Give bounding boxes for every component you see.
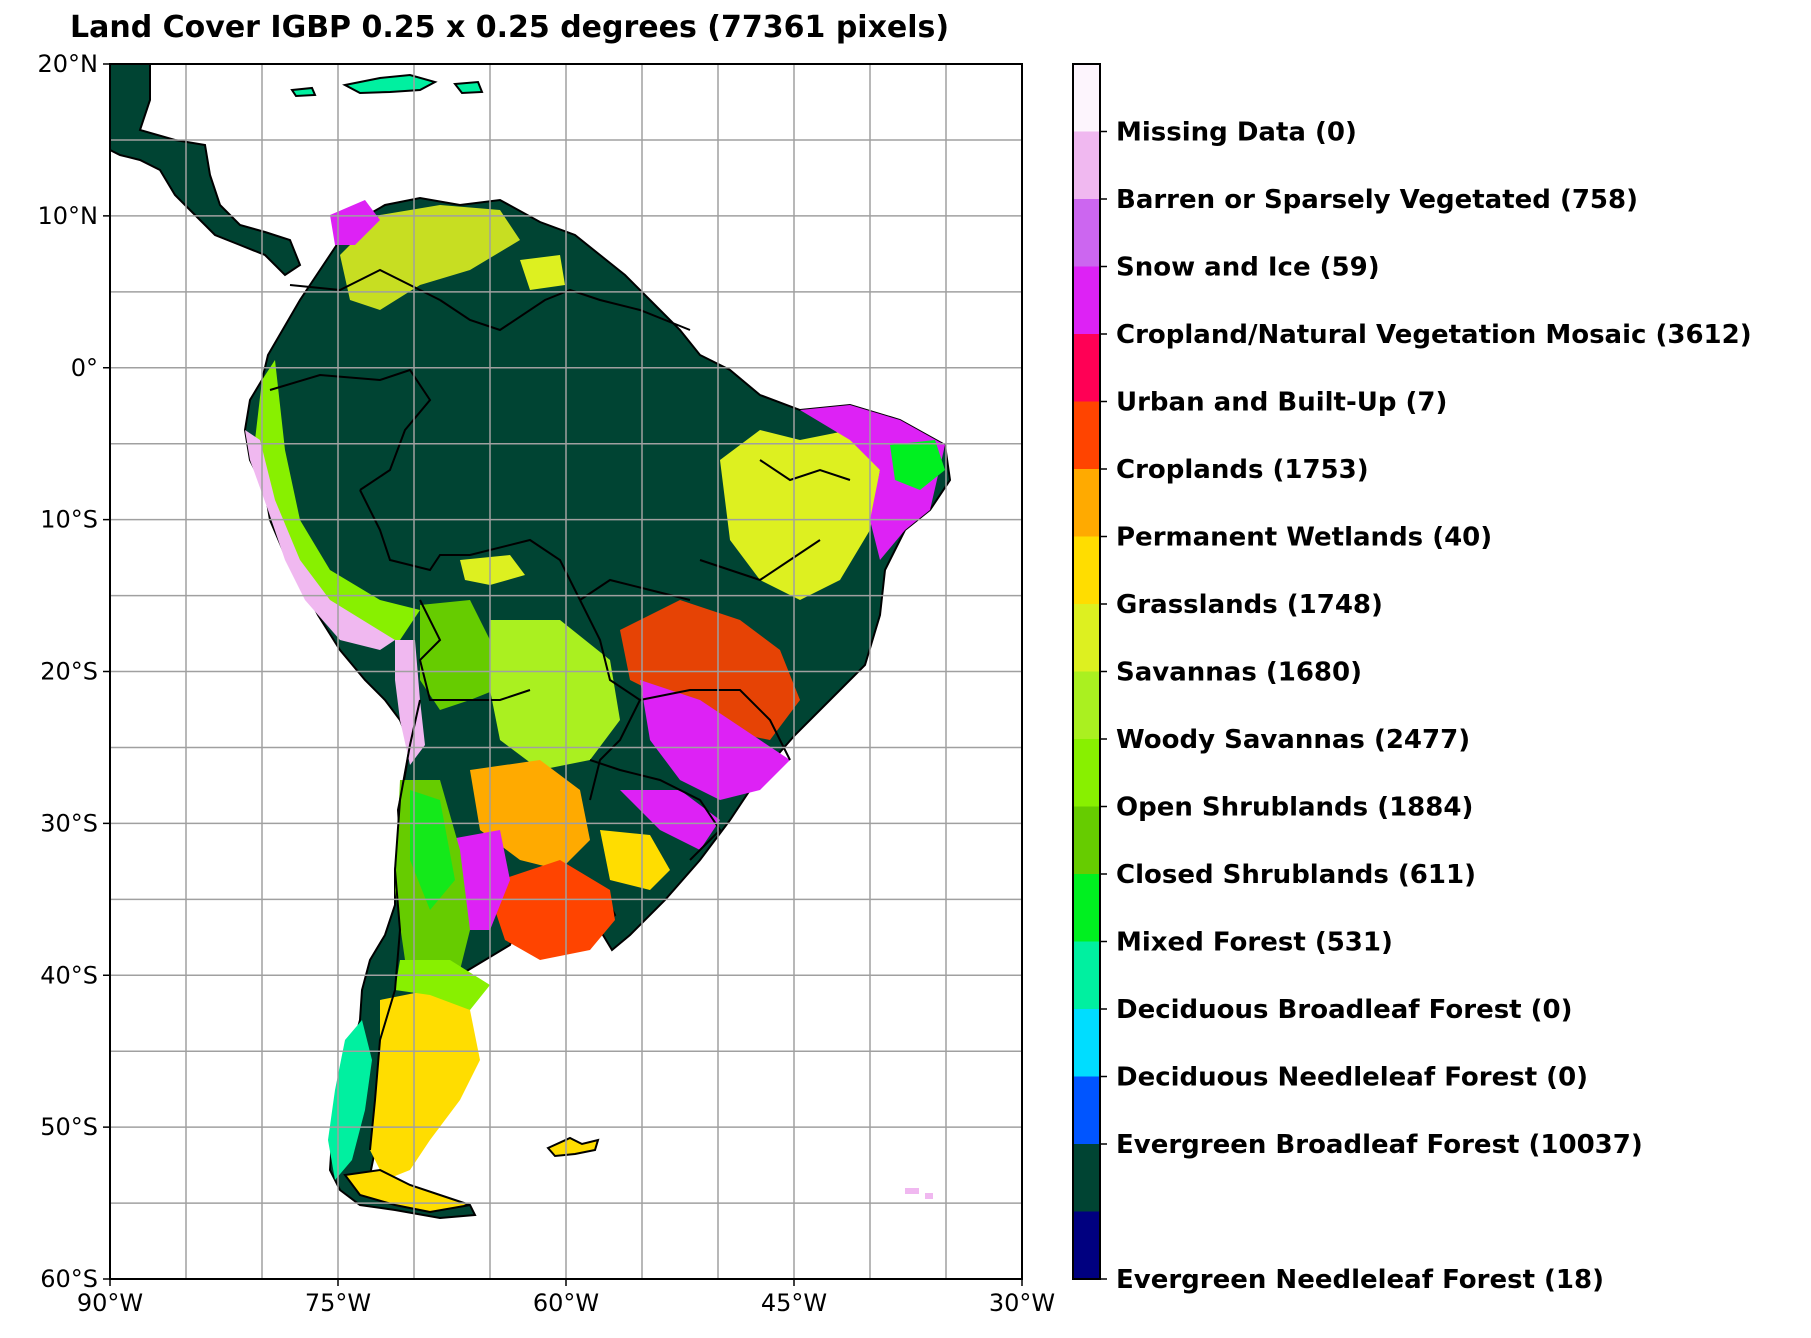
country-borders <box>269 268 851 1151</box>
lon-tick-labels: 90°W 75°W 60°W 45°W 30°W <box>77 1279 1055 1317</box>
region-uruguay-grass <box>600 830 670 890</box>
colorbar-segment <box>1073 874 1100 942</box>
lat-tick-label: 40°S <box>40 961 98 989</box>
region-cerrado-savanna <box>720 430 880 600</box>
lat-tick-label: 30°S <box>40 809 98 837</box>
colorbar-segment <box>1073 266 1100 335</box>
legend-label: Open Shrublands (1884) <box>1116 793 1473 823</box>
lat-tick-label: 20°S <box>40 658 98 686</box>
legend-label: Croplands (1753) <box>1116 455 1369 485</box>
legend-label: Evergreen Broadleaf Forest (10037) <box>1116 1130 1643 1160</box>
colorbar-segment <box>1073 1076 1100 1145</box>
region-patagonia-grassland <box>370 990 480 1180</box>
legend-label: Missing Data (0) <box>1116 118 1357 148</box>
region-cropland-mosaic-venezuela <box>330 200 380 245</box>
colorbar-segment <box>1073 1144 1100 1212</box>
region-roraima-grass <box>520 255 565 290</box>
colorbar-segment <box>1073 1009 1100 1077</box>
lat-tick-label: 50°S <box>40 1113 98 1141</box>
region-bolivia-shrublands <box>420 600 495 710</box>
region-tierra-del-fuego <box>343 1168 471 1214</box>
island-jamaica <box>290 86 317 98</box>
lat-tick-label: 20°N <box>38 50 99 78</box>
legend-label: Cropland/Natural Vegetation Mosaic (3612… <box>1116 320 1752 350</box>
legend-label: Closed Shrublands (611) <box>1116 860 1476 890</box>
region-chaco-woody <box>490 620 620 770</box>
colorbar-segment <box>1073 739 1100 807</box>
legend-label: Deciduous Broadleaf Forest (0) <box>1116 995 1573 1025</box>
lon-tick-label: 60°W <box>533 1289 599 1317</box>
colorbar-segment <box>1073 131 1100 200</box>
colorbar-segment-top <box>1073 64 1100 132</box>
lon-tick-label: 45°W <box>761 1289 827 1317</box>
colorbar-segment <box>1073 604 1100 672</box>
colorbar-segment <box>1073 469 1100 537</box>
legend-label: Urban and Built-Up (7) <box>1116 388 1447 418</box>
lon-tick-label: 90°W <box>77 1289 143 1317</box>
region-southeast-mosaic <box>640 680 790 800</box>
region-ne-coast-shrub <box>890 440 945 490</box>
region-andes-closed-shrub <box>410 790 455 910</box>
legend-label: Evergreen Needleleaf Forest (18) <box>1116 1265 1604 1295</box>
colorbar-segment <box>1073 334 1100 402</box>
legend-label: Grasslands (1748) <box>1116 590 1383 620</box>
colorbar-segment <box>1073 199 1100 267</box>
island-south-georgia-east <box>925 1193 933 1199</box>
region-uruguay-mosaic <box>620 790 720 850</box>
island-south-georgia <box>905 1188 919 1194</box>
grid-lines <box>110 64 1022 1279</box>
legend-label: Snow and Ice (59) <box>1116 253 1380 283</box>
lon-tick-label: 75°W <box>305 1289 371 1317</box>
island-falklands <box>546 1136 600 1158</box>
region-pampas-urban <box>495 860 615 960</box>
colorbar-segment <box>1073 401 1100 470</box>
region-amazon-savanna-patch <box>460 555 525 585</box>
legend-label: Barren or Sparsely Vegetated (758) <box>1116 185 1638 215</box>
lon-tick-label: 30°W <box>989 1289 1055 1317</box>
legend-label: Permanent Wetlands (40) <box>1116 523 1492 553</box>
region-peru-missing <box>245 430 395 650</box>
colorbar-segment <box>1073 941 1100 1010</box>
lat-tick-label: 60°S <box>40 1265 98 1293</box>
colorbar-segment <box>1073 536 1100 605</box>
colorbar-segment <box>1073 671 1100 740</box>
colorbar-segment <box>1073 806 1100 875</box>
colorbar-segment <box>1073 1211 1100 1280</box>
legend-label: Savannas (1680) <box>1116 658 1362 688</box>
lat-tick-label: 10°S <box>40 506 98 534</box>
legend-labels: Missing Data (0) Barren or Sparsely Veget… <box>1100 118 1752 1295</box>
landmass-central-america <box>110 64 302 277</box>
region-patagonia-shrub <box>395 960 490 1010</box>
map-title: Land Cover IGBP 0.25 x 0.25 degrees (773… <box>70 10 950 45</box>
lat-tick-label: 0° <box>71 354 98 382</box>
lat-tick-label: 10°N <box>38 202 99 230</box>
island-cuba <box>342 73 438 95</box>
colorbar <box>1073 64 1100 1280</box>
island-hispaniola <box>453 80 484 95</box>
legend-label: Mixed Forest (531) <box>1116 928 1393 958</box>
lat-tick-labels: 20°N 10°N 0° 10°S 20°S 30°S 40°S 50°S 60°S <box>38 50 110 1293</box>
region-grasslands-north <box>340 205 520 310</box>
legend-label: Deciduous Needleleaf Forest (0) <box>1116 1063 1588 1093</box>
region-chile-mixed-forest <box>328 1020 372 1180</box>
legend-label: Woody Savannas (2477) <box>1116 725 1470 755</box>
